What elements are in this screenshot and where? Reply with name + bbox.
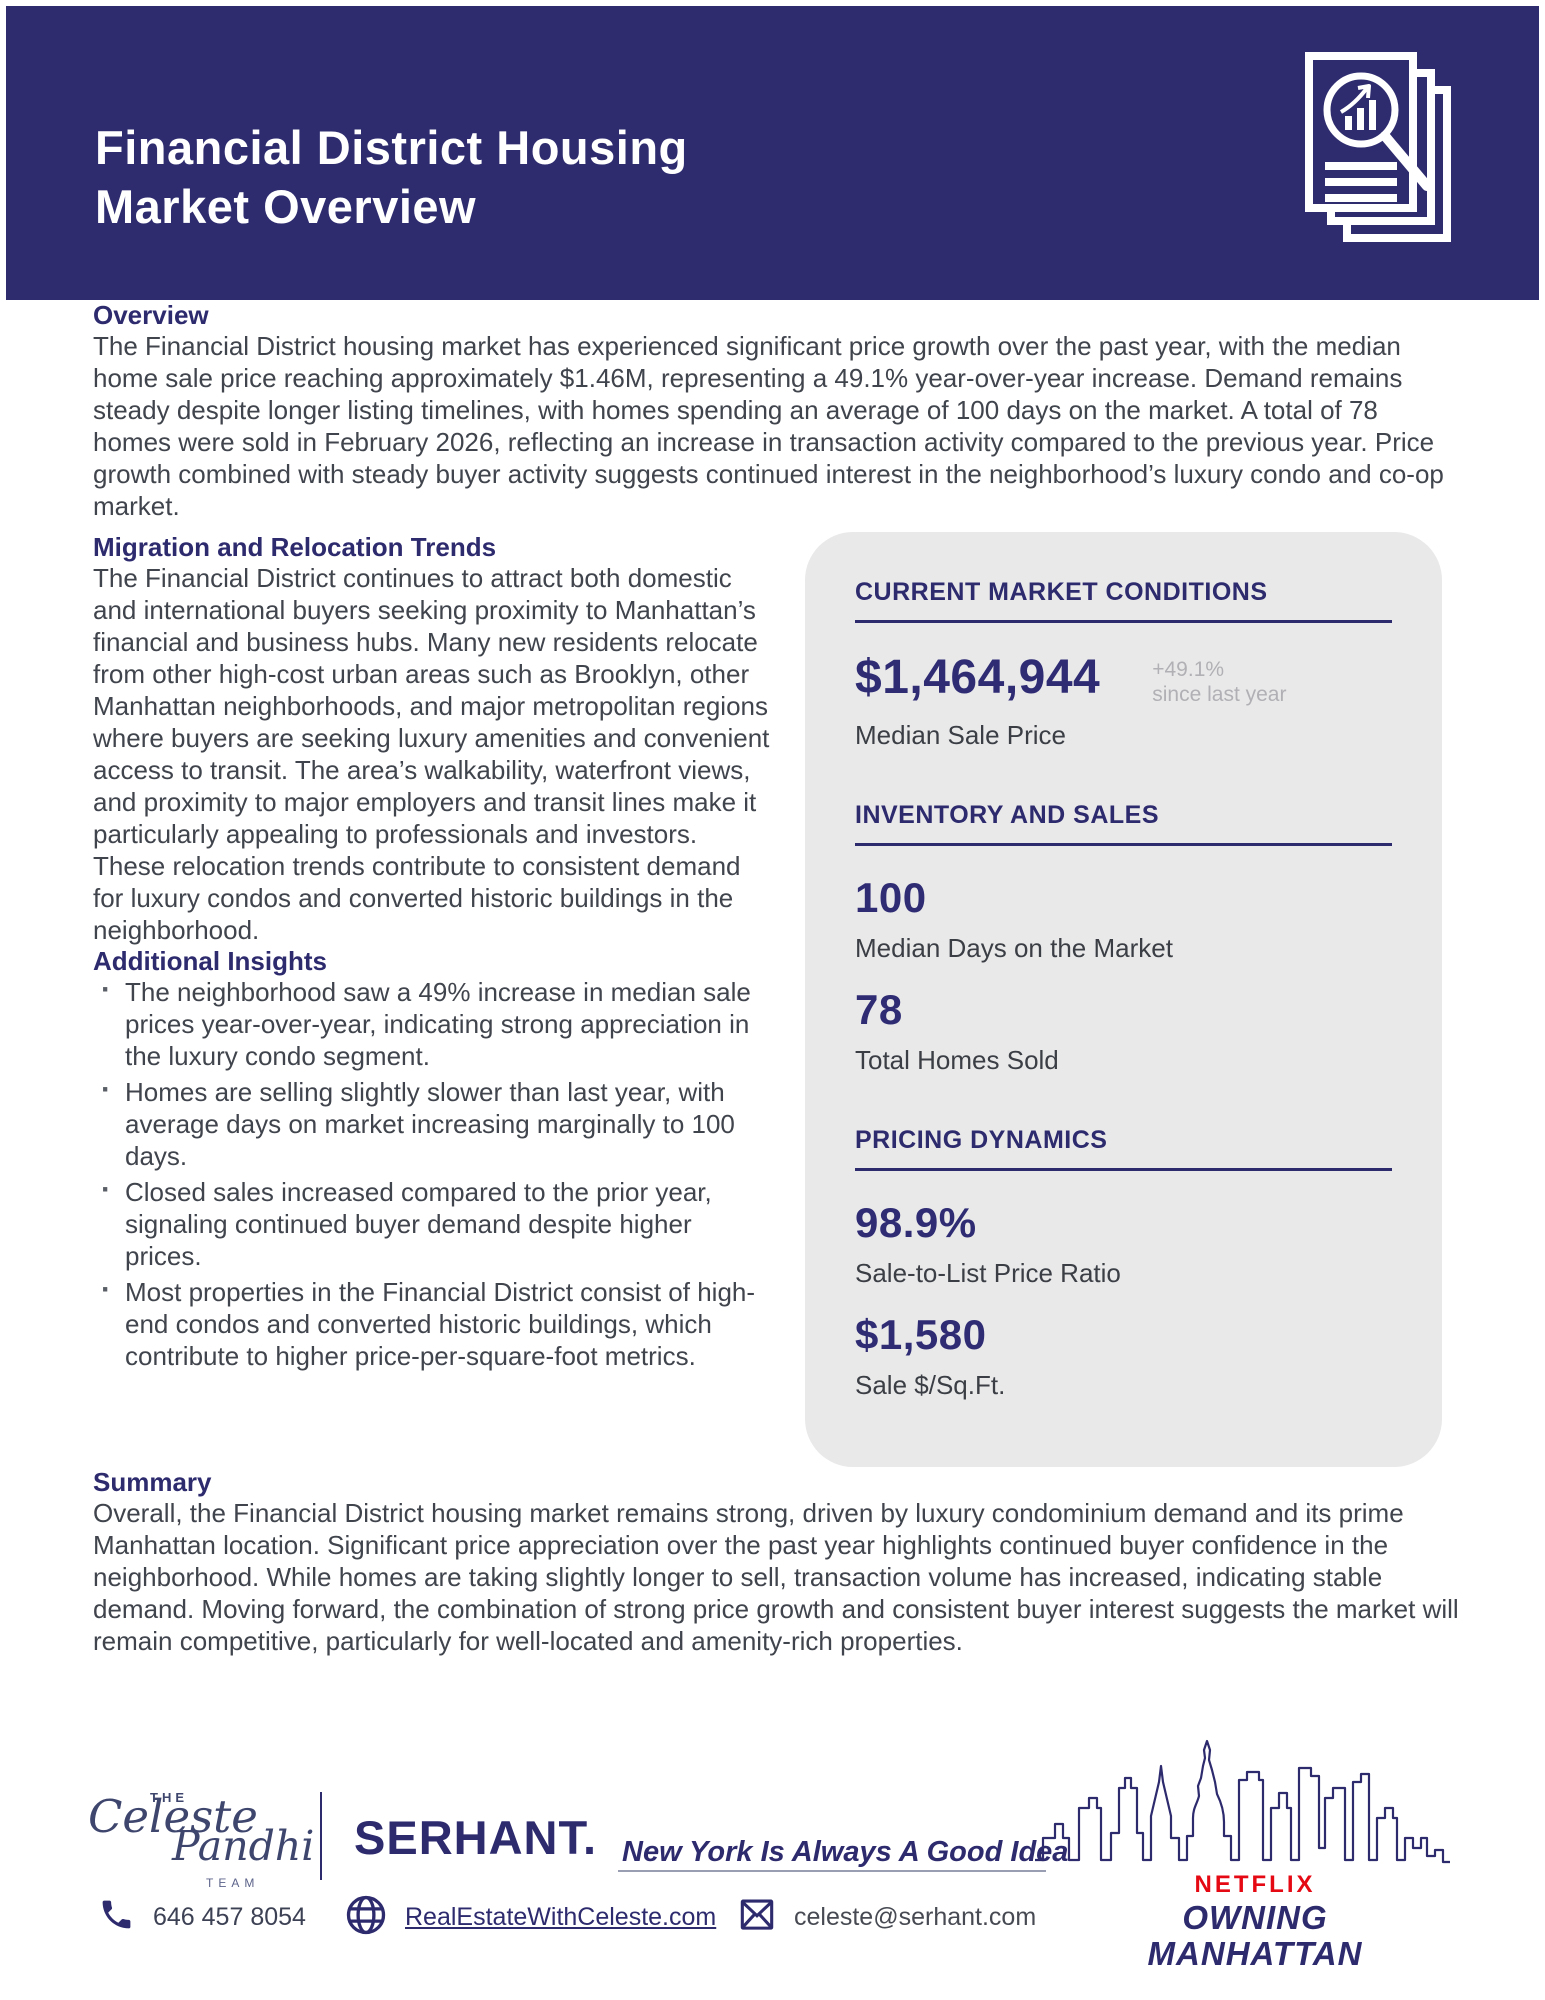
card-heading-current-market: CURRENT MARKET CONDITIONS [855,578,1392,623]
summary-heading: Summary [93,1467,212,1497]
website-contact[interactable]: RealEstateWithCeleste.com [345,1894,716,1941]
team-logo-team: TEAM [206,1876,260,1890]
report-magnifier-chart-icon [1289,48,1461,253]
stat-median-sale-price: $1,464,944 +49.1% since last year Median… [855,653,1392,751]
delta-period: since last year [1152,683,1287,706]
owning-manhattan-title: OWNING MANHATTAN [1147,1899,1363,1972]
celeste-pandhi-team-logo: THE Celeste Pandhi TEAM [88,1788,323,1890]
serhant-tagline: New York Is Always A Good Idea [622,1836,1069,1868]
stat-label: Sale-to-List Price Ratio [855,1258,1121,1288]
stat-label: Total Homes Sold [855,1045,1059,1075]
stat-sale-to-list: 98.9% Sale-to-List Price Ratio [855,1201,1392,1289]
footer-divider [320,1792,322,1880]
page-title: Financial District Housing Market Overvi… [95,118,688,236]
insights-list: The neighborhood saw a 49% increase in m… [93,974,773,1372]
page-title-line2: Market Overview [95,180,477,233]
team-logo-last-name: Pandhi [172,1822,315,1870]
stat-label: Median Days on the Market [855,933,1173,963]
nyc-skyline-illustration [1035,1738,1450,1878]
migration-heading: Migration and Relocation Trends [93,532,497,562]
inventory-and-sales-group: INVENTORY AND SALES 100 Median Days on t… [855,801,1392,1076]
insights-heading: Additional Insights [93,946,327,976]
list-item: Most properties in the Financial Distric… [93,1274,773,1372]
delta-percent: +49.1% [1152,658,1225,681]
stat-label: Sale $/Sq.Ft. [855,1370,1006,1400]
header-banner: Financial District Housing Market Overvi… [6,6,1539,300]
email-address[interactable]: celeste@serhant.com [794,1903,1037,1931]
team-logo-the: THE [150,1790,188,1805]
stat-value: 78 [855,986,903,1033]
stat-value: 98.9% [855,1199,977,1246]
card-heading-pricing-dynamics: PRICING DYNAMICS [855,1126,1392,1171]
market-stats-card: CURRENT MARKET CONDITIONS $1,464,944 +49… [805,532,1442,1467]
netflix-show-logo: NETFLIX OWNING MANHATTAN [1072,1872,1438,1972]
globe-icon [345,1894,387,1941]
phone-contact: 646 457 8054 [98,1896,306,1938]
footer: THE Celeste Pandhi TEAM SERHANT. New Yor… [0,1739,1545,2000]
website-link-anchor[interactable]: RealEstateWithCeleste.com [405,1903,717,1931]
website-link: RealEstateWithCeleste.com [405,1903,716,1932]
team-logo-first-name: Celeste [88,1790,258,1843]
email-contact[interactable]: celeste@serhant.com [738,1898,1036,1937]
stat-value: 100 [855,874,927,921]
serhant-logo: SERHANT. [354,1811,598,1864]
phone-number: 646 457 8054 [153,1902,306,1931]
stat-sale-per-sqft: $1,580 Sale $/Sq.Ft. [855,1313,1392,1401]
left-column: Migration and Relocation Trends The Fina… [93,532,773,1376]
list-item: Closed sales increased compared to the p… [93,1174,773,1272]
two-column-area: Migration and Relocation Trends The Fina… [93,532,1460,1467]
netflix-label: NETFLIX [1194,1871,1316,1898]
page-title-line1: Financial District Housing [95,121,688,174]
stat-value: $1,580 [855,1311,987,1358]
list-item: The neighborhood saw a 49% increase in m… [93,974,773,1072]
current-market-conditions-group: CURRENT MARKET CONDITIONS $1,464,944 +49… [855,578,1392,751]
pricing-dynamics-group: PRICING DYNAMICS 98.9% Sale-to-List Pric… [855,1126,1392,1401]
overview-paragraph: The Financial District housing market ha… [93,331,1444,521]
card-heading-inventory-sales: INVENTORY AND SALES [855,801,1392,846]
migration-paragraph: The Financial District continues to attr… [93,563,770,945]
main-content: Overview The Financial District housing … [0,300,1545,1657]
tagline-underline [618,1870,1046,1872]
stat-value: $1,464,944 [855,651,1101,704]
list-item: Homes are selling slightly slower than l… [93,1074,773,1172]
stat-label: Median Sale Price [855,720,1066,750]
stat-total-homes-sold: 78 Total Homes Sold [855,988,1392,1076]
phone-icon [98,1896,135,1938]
stat-delta: +49.1% since last year [1152,653,1286,707]
envelope-icon [738,1898,776,1937]
stat-median-days: 100 Median Days on the Market [855,876,1392,964]
overview-heading: Overview [93,300,209,330]
summary-paragraph: Overall, the Financial District housing … [93,1498,1459,1656]
